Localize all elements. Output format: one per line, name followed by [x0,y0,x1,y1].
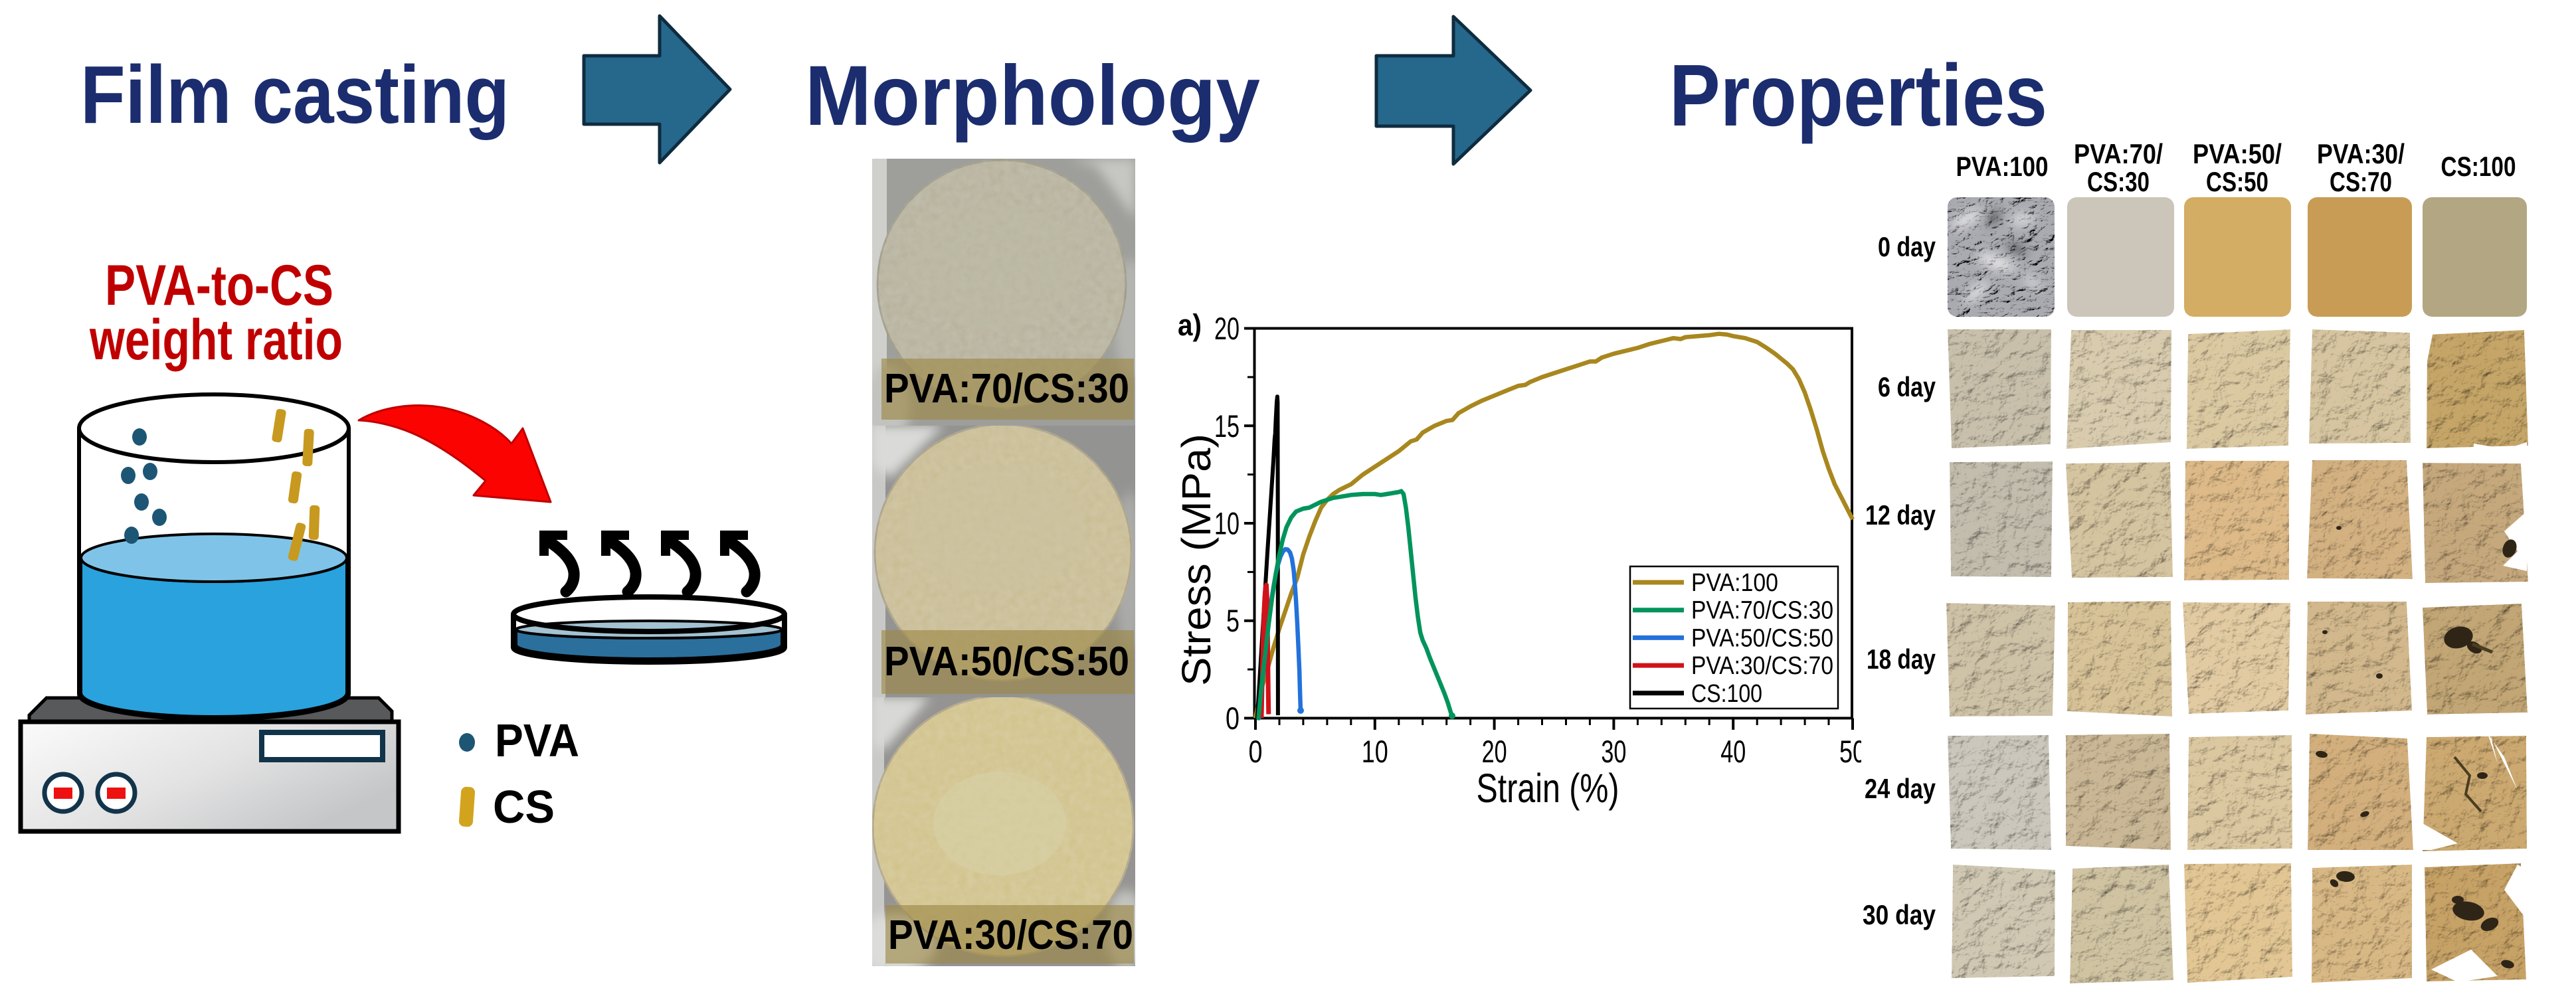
svg-text:40: 40 [1720,734,1746,769]
svg-text:24 day: 24 day [1865,773,1936,804]
svg-text:PVA:50/CS:50: PVA:50/CS:50 [1691,624,1833,652]
svg-text:CS:50: CS:50 [2206,166,2268,197]
svg-text:PVA:50/: PVA:50/ [2193,138,2282,169]
svg-text:PVA-to-CS: PVA-to-CS [105,254,333,317]
svg-text:50: 50 [1839,734,1866,769]
svg-text:0 day: 0 day [1878,231,1936,262]
svg-text:Morphology: Morphology [805,48,1260,143]
svg-text:PVA:70/: PVA:70/ [2074,138,2163,169]
svg-text:15: 15 [1214,408,1240,444]
svg-text:Properties: Properties [1669,46,2047,144]
svg-text:Strain (%): Strain (%) [1477,766,1619,811]
svg-text:PVA:30/: PVA:30/ [2317,138,2405,169]
svg-text:PVA:70/CS:30: PVA:70/CS:30 [884,366,1129,412]
svg-text:0: 0 [1249,734,1263,769]
svg-text:0: 0 [1226,701,1240,736]
svg-text:CS:70: CS:70 [2330,166,2392,197]
svg-text:Stress (MPa): Stress (MPa) [1174,434,1219,686]
svg-text:Film casting: Film casting [80,50,509,141]
svg-text:PVA:30/CS:70: PVA:30/CS:70 [888,912,1133,958]
svg-text:CS:100: CS:100 [2441,151,2516,182]
svg-text:30: 30 [1601,734,1626,769]
svg-text:20: 20 [1214,311,1240,346]
svg-text:weight ratio: weight ratio [89,308,343,372]
svg-text:CS: CS [493,781,555,833]
svg-text:PVA:100: PVA:100 [1691,569,1778,597]
svg-text:PVA:100: PVA:100 [1956,151,2049,182]
svg-text:PVA: PVA [495,714,579,766]
svg-text:10: 10 [1362,734,1388,769]
svg-text:12 day: 12 day [1865,499,1936,531]
svg-text:CS:100: CS:100 [1691,680,1762,708]
svg-text:5: 5 [1226,603,1240,638]
svg-text:PVA:30/CS:70: PVA:30/CS:70 [1691,652,1833,680]
svg-text:PVA:70/CS:30: PVA:70/CS:30 [1691,597,1833,625]
svg-text:CS:30: CS:30 [2087,166,2150,197]
svg-text:PVA:50/CS:50: PVA:50/CS:50 [884,639,1129,685]
svg-text:30 day: 30 day [1863,899,1936,930]
svg-text:a): a) [1178,308,1202,342]
svg-text:6 day: 6 day [1878,371,1936,402]
svg-text:20: 20 [1482,734,1507,769]
svg-text:10: 10 [1214,506,1240,541]
svg-text:18 day: 18 day [1867,643,1936,675]
